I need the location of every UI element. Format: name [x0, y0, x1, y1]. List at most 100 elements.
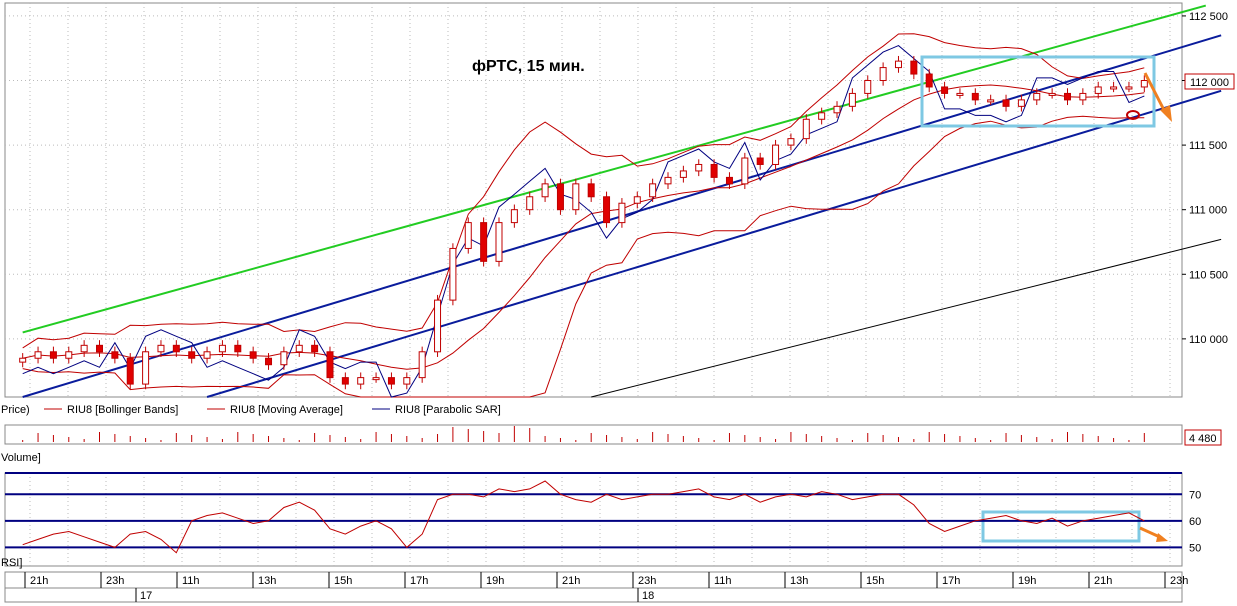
- candle-body: [265, 357, 273, 366]
- hour-label: 19h: [1018, 575, 1036, 587]
- lower-blue-channel: [206, 89, 1222, 398]
- hour-label: 21h: [562, 575, 580, 587]
- rsi-tick-label: 60: [1189, 516, 1201, 528]
- volume-bars: [22, 426, 1145, 442]
- candle-body: [126, 357, 134, 385]
- candle-body: [925, 73, 933, 88]
- legend-bollinger: RIU8 [Bollinger Bands]: [67, 404, 178, 416]
- candle-body: [295, 344, 303, 353]
- candle-body: [1002, 99, 1010, 107]
- price-tick-label: 110 500: [1189, 269, 1228, 281]
- candle-body: [587, 183, 595, 198]
- price-tick-label: 110 000: [1189, 334, 1228, 346]
- candle-body: [787, 138, 795, 146]
- candle-body: [142, 351, 150, 385]
- legend-price: Price): [1, 404, 30, 416]
- highlight-boxes: [920, 55, 1172, 543]
- hour-label: 11h: [714, 575, 732, 587]
- candle-body: [910, 60, 918, 75]
- candle-body: [802, 118, 810, 140]
- price-arrow: [1143, 72, 1167, 113]
- black-trend-line: [591, 238, 1222, 398]
- candle-body: [495, 222, 503, 262]
- day-label: 18: [642, 590, 654, 602]
- candle-body: [387, 377, 395, 385]
- candle-body: [956, 92, 964, 96]
- candle-body: [1140, 80, 1148, 88]
- candle-body: [372, 377, 380, 381]
- candle-body: [987, 99, 995, 103]
- candle-body: [34, 351, 42, 359]
- candle-body: [848, 92, 856, 107]
- candle-body: [679, 170, 687, 178]
- candle-body: [633, 196, 641, 204]
- candle-body: [357, 377, 365, 385]
- bollinger-lower: [22, 115, 1145, 398]
- current-price-label: 112 000: [1190, 77, 1229, 89]
- price-marker: [1126, 110, 1140, 120]
- rsi-panel: [4, 472, 1183, 567]
- candle-body: [19, 357, 27, 363]
- rsi-series: [5, 472, 1182, 554]
- candle-body: [1048, 92, 1056, 96]
- candle-body: [864, 80, 872, 94]
- hour-label: 13h: [790, 575, 808, 587]
- rsi-arrow-head: [1156, 533, 1168, 542]
- candle-body: [464, 222, 472, 249]
- candles: [19, 55, 1148, 390]
- rsi-line: [22, 480, 1145, 554]
- price-axis: 112 500 112 000 111 500 111 000 110 500 110 0…: [1182, 11, 1228, 346]
- legend-ma: RIU8 [Moving Average]: [230, 404, 343, 416]
- legend-sar: RIU8 [Parabolic SAR]: [395, 404, 501, 416]
- candle-body: [941, 86, 949, 94]
- hour-label: 21h: [1094, 575, 1112, 587]
- candle-body: [603, 196, 611, 224]
- candle-body: [418, 351, 426, 379]
- candle-body: [556, 183, 564, 211]
- candle-body: [65, 351, 73, 359]
- hour-label: 15h: [866, 575, 884, 587]
- volume-value: 4 480: [1189, 433, 1217, 445]
- candle-body: [280, 351, 288, 366]
- candle-body: [234, 344, 242, 353]
- hour-label: 11h: [182, 575, 200, 587]
- candle-body: [710, 163, 718, 178]
- rsi-label: RSI]: [1, 557, 22, 569]
- candle-body: [541, 183, 549, 198]
- candle-body: [526, 196, 534, 211]
- parabolic-sar: [22, 45, 1145, 398]
- candle-body: [510, 209, 518, 224]
- rsi-axis: 70 60 50: [1189, 489, 1201, 554]
- candle-body: [311, 344, 319, 353]
- time-axis: 21h 23h 11h 13h 15h 17h 19h 21h 23h 11h 13h 15h 17h 1…: [24, 572, 1188, 602]
- candle-body: [49, 351, 57, 359]
- candle-body: [96, 344, 104, 353]
- price-tick-label: 111 500: [1189, 140, 1227, 152]
- candle-body: [326, 351, 334, 379]
- candle-body: [1094, 86, 1102, 94]
- candle-body: [695, 163, 703, 172]
- candle-body: [434, 299, 442, 353]
- green-channel: [22, 4, 1207, 334]
- price-arrow-head: [1160, 105, 1172, 122]
- candle-body: [249, 351, 257, 359]
- candle-body: [1125, 86, 1133, 90]
- candle-body: [741, 157, 749, 185]
- candle-body: [403, 377, 411, 385]
- price-tick-label: 112 500: [1189, 11, 1228, 23]
- volume-value-box: [1184, 429, 1222, 446]
- candle-body: [157, 344, 165, 353]
- rsi-tick-label: 50: [1189, 542, 1201, 554]
- candle-body: [480, 222, 488, 262]
- rsi-highlight-box: [981, 510, 1141, 543]
- hour-label: 23h: [106, 575, 124, 587]
- chart-title: фРТС, 15 мин.: [472, 58, 585, 75]
- candle-body: [618, 202, 626, 224]
- hour-label: 15h: [334, 575, 352, 587]
- bollinger-upper: [22, 33, 1145, 349]
- hour-label: 13h: [258, 575, 276, 587]
- hour-label: 17h: [410, 575, 428, 587]
- candle-body: [203, 351, 211, 359]
- candle-body: [649, 183, 657, 198]
- candle-body: [833, 105, 841, 114]
